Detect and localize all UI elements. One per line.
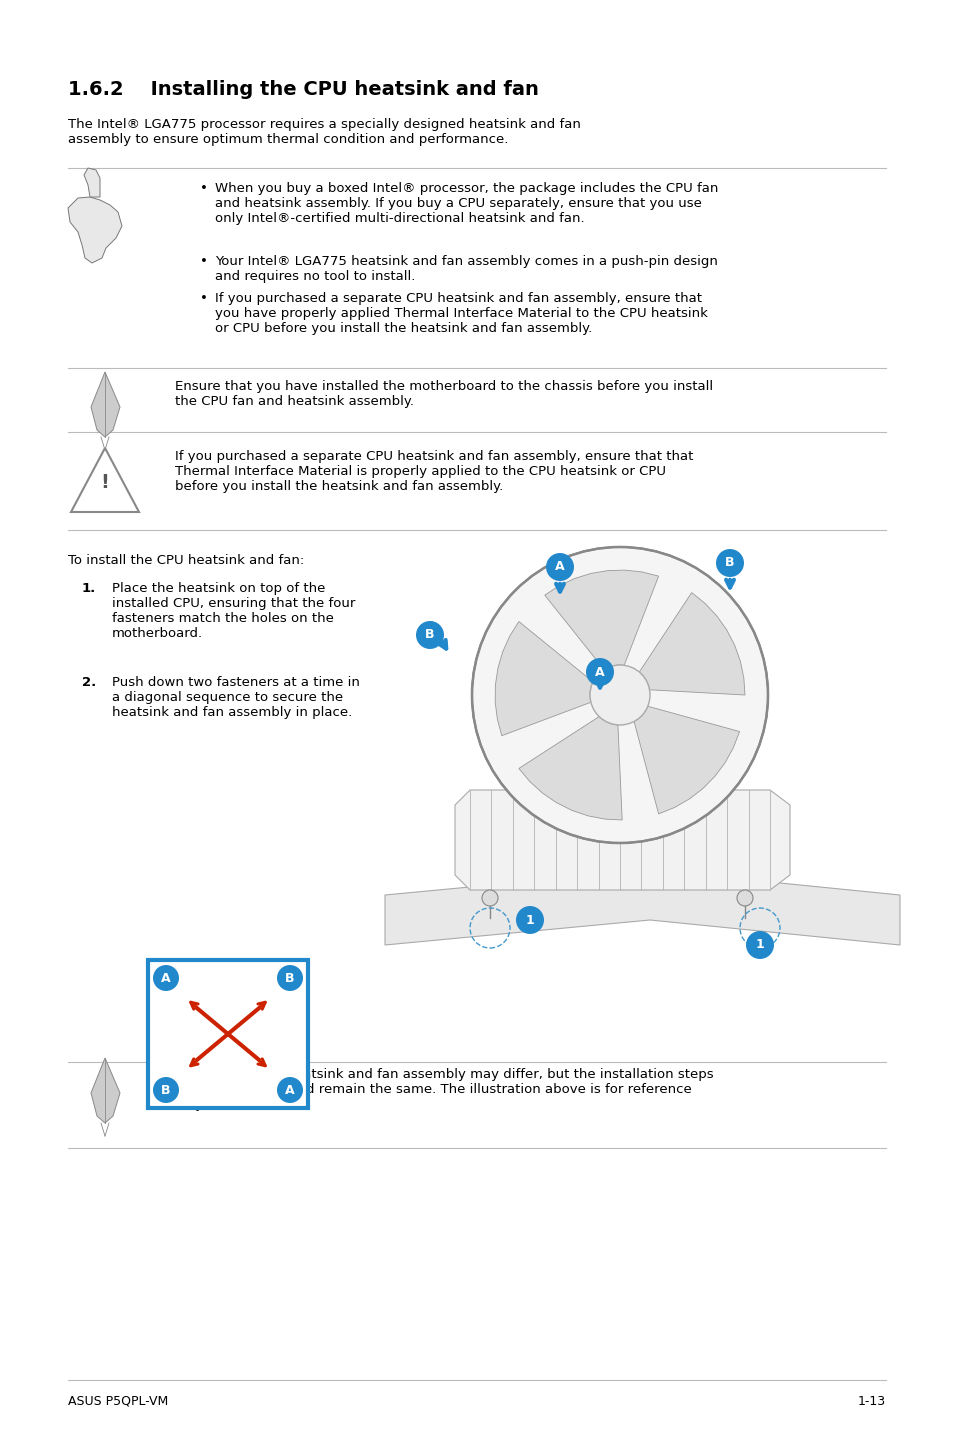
Circle shape [276,965,303,991]
Circle shape [152,965,179,991]
Text: 1-13: 1-13 [857,1395,885,1408]
Polygon shape [455,789,789,890]
Circle shape [416,621,443,649]
Polygon shape [385,870,899,945]
Circle shape [589,664,649,725]
Circle shape [545,554,574,581]
Text: B: B [425,628,435,641]
Text: A: A [555,561,564,574]
Text: Push down two fasteners at a time in
a diagonal sequence to secure the
heatsink : Push down two fasteners at a time in a d… [112,676,359,719]
Polygon shape [518,716,621,820]
Text: B: B [285,972,294,985]
Polygon shape [495,621,593,736]
Polygon shape [544,569,658,670]
Text: A: A [285,1083,294,1097]
Text: B: B [724,557,734,569]
Text: Your Intel® LGA775 heatsink and fan assembly comes in a push-pin design
and requ: Your Intel® LGA775 heatsink and fan asse… [214,255,717,283]
Circle shape [481,890,497,906]
Text: When you buy a boxed Intel® processor, the package includes the CPU fan
and heat: When you buy a boxed Intel® processor, t… [214,183,718,224]
Text: The type of CPU heatsink and fan assembly may differ, but the installation steps: The type of CPU heatsink and fan assembl… [174,1068,713,1112]
Circle shape [585,659,614,686]
Circle shape [276,1077,303,1103]
Text: 1: 1 [525,913,534,926]
Text: The Intel® LGA775 processor requires a specially designed heatsink and fan
assem: The Intel® LGA775 processor requires a s… [68,118,580,147]
Text: ASUS P5QPL-VM: ASUS P5QPL-VM [68,1395,168,1408]
Text: •: • [200,292,208,305]
Polygon shape [91,372,120,437]
Text: B: B [161,1083,171,1097]
Text: 1.6.2    Installing the CPU heatsink and fan: 1.6.2 Installing the CPU heatsink and fa… [68,81,538,99]
Text: A: A [161,972,171,985]
Polygon shape [71,449,139,512]
Circle shape [516,906,543,935]
Text: •: • [200,255,208,267]
Text: Ensure that you have installed the motherboard to the chassis before you install: Ensure that you have installed the mothe… [174,380,713,408]
Text: Place the heatsink on top of the
installed CPU, ensuring that the four
fasteners: Place the heatsink on top of the install… [112,582,355,640]
Circle shape [737,890,752,906]
Text: If you purchased a separate CPU heatsink and fan assembly, ensure that that
Ther: If you purchased a separate CPU heatsink… [174,450,693,493]
Text: A: A [595,666,604,679]
Polygon shape [634,706,739,814]
Text: 1: 1 [755,939,763,952]
Text: If you purchased a separate CPU heatsink and fan assembly, ensure that
you have : If you purchased a separate CPU heatsink… [214,292,707,335]
Polygon shape [84,168,100,197]
Circle shape [745,930,773,959]
Circle shape [472,546,767,843]
Text: 2.: 2. [82,676,96,689]
Polygon shape [639,592,744,695]
Polygon shape [68,197,122,263]
Text: 1.: 1. [82,582,96,595]
Circle shape [152,1077,179,1103]
Text: •: • [200,183,208,196]
Text: To install the CPU heatsink and fan:: To install the CPU heatsink and fan: [68,554,304,567]
Polygon shape [91,1058,120,1123]
Circle shape [716,549,743,577]
FancyBboxPatch shape [148,961,308,1109]
Text: !: ! [100,473,110,492]
